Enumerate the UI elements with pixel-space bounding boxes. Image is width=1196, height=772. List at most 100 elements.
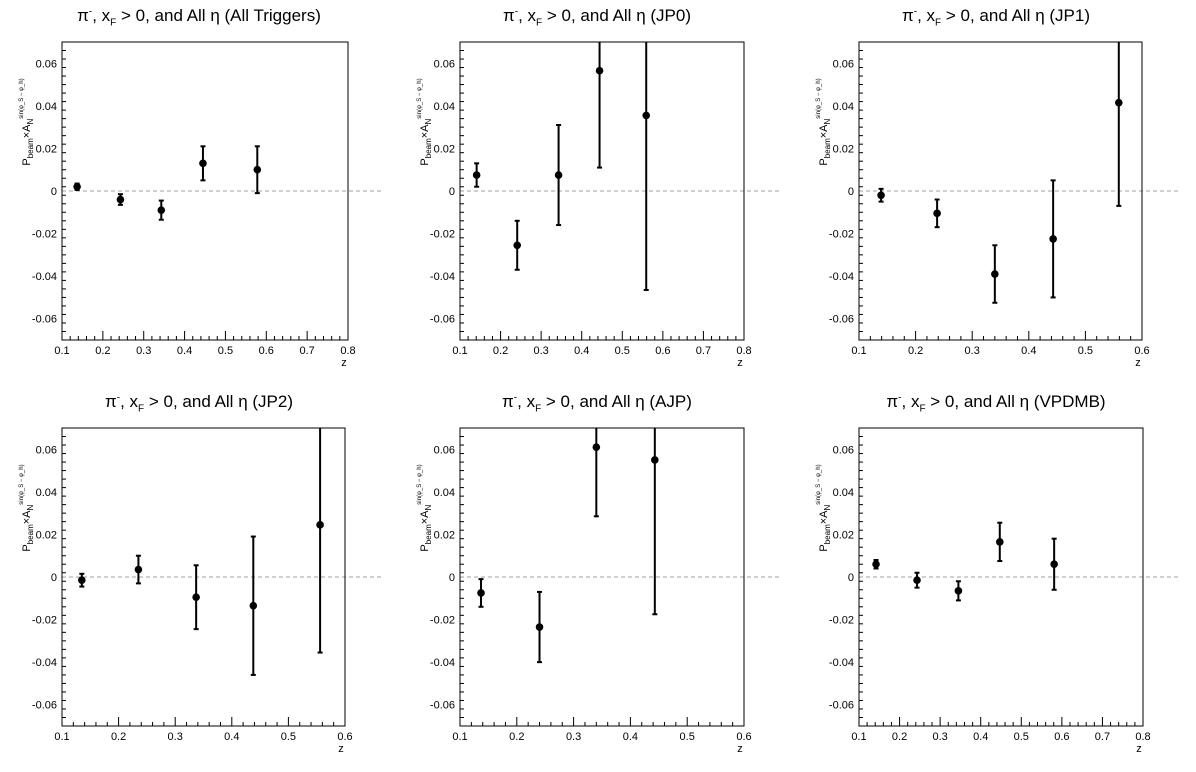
y-tick-label: -0.04	[829, 271, 854, 283]
y-tick-label: 0	[51, 186, 57, 198]
x-tick-label: 0.6	[736, 731, 751, 743]
y-label-times: ×A	[818, 510, 830, 524]
y-tick-label: 0.06	[36, 444, 57, 456]
data-point	[477, 578, 485, 608]
y-label-a-sub: N	[823, 118, 832, 124]
chart-svg: -0.06 -0.04 -0.02 0 0.02 0.04 0.06 0.1 0.2 0.3 0.4…	[816, 41, 1178, 369]
y-label-p: P	[818, 158, 830, 165]
title-charge: -	[514, 6, 519, 18]
data-point	[316, 428, 324, 654]
y-axis-label: Pbeam×ANsin(φ_S − φ_h)	[19, 464, 35, 551]
x-tick-label: 0.8	[1135, 731, 1150, 743]
x-tick-label: 0.7	[696, 345, 711, 357]
y-tick-label: 0	[449, 572, 455, 584]
title-x: x	[526, 392, 536, 411]
data-marker	[991, 270, 999, 278]
y-axis-label: Pbeam×ANsin(φ_S − φ_h)	[19, 78, 35, 165]
chart-svg: -0.06 -0.04 -0.02 0 0.02 0.04 0.06 0.1 0.2 0.3 0.4…	[19, 427, 381, 755]
title-eta: η	[635, 392, 645, 411]
y-tick-label: -0.04	[430, 271, 455, 283]
x-tick-label: 0.4	[224, 731, 239, 743]
title-separator: ,	[517, 392, 527, 411]
y-tick-label: 0.04	[36, 487, 57, 499]
y-label-a-sub: N	[424, 504, 433, 510]
title-x: x	[926, 6, 936, 25]
title-mid: > 0, and All	[925, 392, 1020, 411]
title-charge: -	[913, 6, 918, 18]
x-tick-label: 0.2	[95, 345, 110, 357]
x-tick-label: 0.3	[168, 731, 183, 743]
y-tick-label: 0.02	[36, 143, 57, 155]
data-marker	[73, 182, 81, 191]
data-point	[199, 145, 207, 182]
y-tick-label: 0.02	[833, 143, 854, 155]
y-label-p-sub: beam	[424, 524, 433, 544]
x-tick-label: 0.2	[908, 345, 923, 357]
y-tick-label: -0.06	[32, 314, 57, 326]
plot-frame	[61, 41, 349, 341]
x-axis-label: z	[1135, 357, 1141, 369]
y-label-a-sub: N	[823, 504, 832, 510]
title-charge: -	[513, 392, 518, 404]
title-mid: > 0, and All	[116, 6, 211, 25]
data-marker	[995, 538, 1004, 546]
title-x-sub: F	[935, 17, 942, 29]
y-tick-label: 0.06	[833, 58, 854, 70]
panel-ajp: π-, xF > 0, and All η (AJP) -0.06 -0.04 -0.…	[398, 386, 796, 772]
data-point	[116, 193, 125, 206]
y-tick-label: -0.02	[829, 615, 854, 627]
data-marker	[592, 443, 601, 451]
x-tick-label: 0.4	[177, 345, 192, 357]
data-point	[877, 187, 885, 203]
y-tick-label: 0.04	[434, 487, 455, 499]
data-marker	[1049, 235, 1057, 243]
title-particle: π	[502, 392, 514, 411]
title-trigger: (AJP)	[644, 392, 692, 411]
y-tick-label: 0.04	[833, 487, 854, 499]
x-tick-label: 0.2	[493, 345, 508, 357]
title-mid: > 0, and All	[541, 392, 636, 411]
x-tick-label: 0.6	[337, 731, 352, 743]
x-tick-label: 0.1	[851, 345, 866, 357]
title-eta: η	[1019, 392, 1030, 411]
data-point	[1050, 537, 1058, 591]
y-label-times: ×A	[21, 124, 33, 138]
data-point	[513, 219, 522, 271]
chart-svg: -0.06 -0.04 -0.02 0 0.02 0.04 0.06 0.1 0.2 0.3 0.4…	[417, 427, 780, 755]
title-eta: η	[636, 6, 646, 25]
data-point	[933, 198, 941, 229]
title-eta: η	[238, 392, 248, 411]
title-x-sub: F	[110, 17, 117, 29]
y-axis-label: Pbeam×ANsin(φ_S − φ_h)	[417, 464, 433, 551]
y-label-p-sub: beam	[823, 524, 832, 544]
title-trigger: (JP2)	[247, 392, 293, 411]
y-label-a-sup: sin(φ_S − φ_h)	[19, 78, 25, 118]
x-tick-label: 0.3	[965, 345, 980, 357]
y-label-times: ×A	[21, 510, 33, 524]
plot-frame	[459, 41, 745, 341]
title-x-sub: F	[919, 403, 926, 415]
y-tick-label: 0	[51, 572, 57, 584]
x-tick-label: 0.4	[973, 731, 988, 743]
data-point	[192, 564, 200, 631]
title-particle: π	[886, 392, 899, 411]
x-tick-label: 0.5	[281, 731, 296, 743]
title-separator: ,	[901, 392, 911, 411]
panel-jp0: π-, xF > 0, and All η (JP0) -0.06 -0.04 -0.…	[398, 0, 796, 386]
data-point	[472, 162, 481, 188]
title-x: x	[527, 6, 537, 25]
data-point	[78, 572, 86, 588]
y-tick-label: -0.06	[829, 700, 854, 712]
chart-title: π-, xF > 0, and All η (VPDMB)	[796, 392, 1196, 414]
title-separator: ,	[917, 6, 927, 25]
y-label-p-sub: beam	[26, 138, 35, 158]
data-point	[651, 428, 659, 616]
y-label-times: ×A	[419, 124, 431, 138]
y-tick-label: 0.06	[36, 58, 57, 70]
data-point	[73, 182, 81, 191]
data-marker	[554, 171, 563, 179]
y-label-a-sub: N	[26, 118, 35, 124]
panel-all-triggers: π-, xF > 0, and All η (All Triggers) -0.0…	[0, 0, 398, 386]
panel-jp2: π-, xF > 0, and All η (JP2) -0.06 -0.04 -0.…	[0, 386, 398, 772]
title-charge: -	[88, 6, 93, 18]
